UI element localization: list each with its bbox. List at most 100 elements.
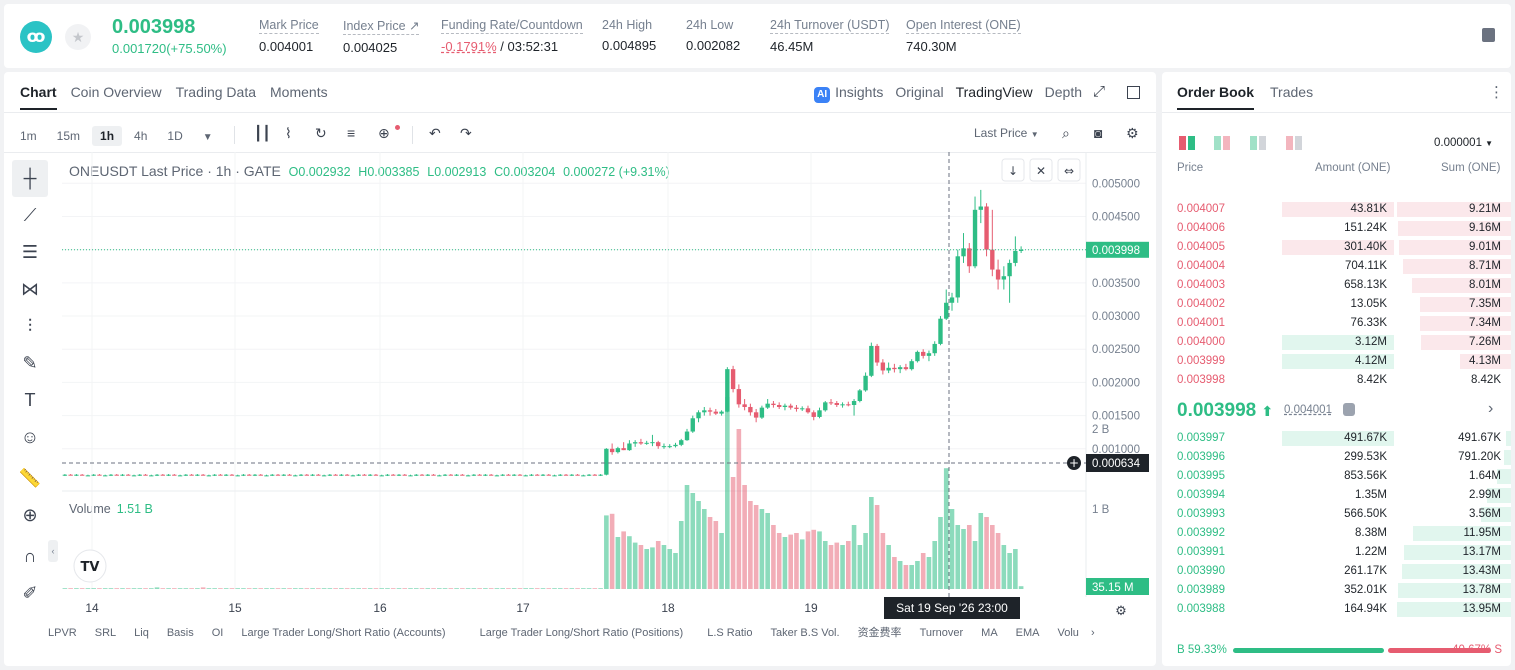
ask-row[interactable]: 0.004006 151.24K 9.16M bbox=[1162, 219, 1511, 238]
price-source-select[interactable]: Last Price ▼ bbox=[974, 126, 1039, 140]
timeframe-1h[interactable]: 1h bbox=[92, 126, 123, 146]
indicator-item[interactable]: L.S Ratio bbox=[707, 627, 753, 639]
precision-select[interactable]: 0.000001 ▼ bbox=[1434, 137, 1493, 149]
indicator-item[interactable]: MA bbox=[981, 627, 998, 639]
candle-body bbox=[316, 474, 321, 476]
zoom-tool-icon[interactable]: ⊕ bbox=[22, 505, 38, 525]
candle-type-icon[interactable]: ┃┃ bbox=[254, 125, 271, 141]
bid-row[interactable]: 0.003996 299.53K 791.20K bbox=[1162, 448, 1511, 467]
brush-tool-icon[interactable]: ✎ bbox=[22, 353, 38, 373]
fib-tool-icon[interactable]: ⫶ bbox=[27, 316, 33, 336]
ask-row[interactable]: 0.004002 13.05K 7.35M bbox=[1162, 295, 1511, 314]
tab-depth[interactable]: Depth bbox=[1044, 84, 1082, 100]
mid-price-value: 0.003998 bbox=[1177, 400, 1257, 421]
indicator-item[interactable]: LPVR bbox=[48, 627, 77, 639]
timeframe-4h[interactable]: 4h bbox=[134, 129, 148, 143]
bid-row[interactable]: 0.003994 1.35M 2.99M bbox=[1162, 486, 1511, 505]
more-menu-icon[interactable]: ⋮ bbox=[1489, 84, 1504, 101]
indicators-icon[interactable]: ⌇ bbox=[285, 125, 292, 141]
indicator-item[interactable]: Liq bbox=[134, 627, 149, 639]
scroll-right-icon[interactable]: › bbox=[1090, 627, 1095, 639]
ask-row[interactable]: 0.004000 3.12M 7.26M bbox=[1162, 333, 1511, 352]
tab-trading-data[interactable]: Trading Data bbox=[175, 84, 257, 100]
tab-order-book[interactable]: Order Book bbox=[1177, 84, 1255, 110]
candle-body bbox=[944, 302, 949, 319]
view-bids-icon[interactable] bbox=[1250, 136, 1266, 150]
timeframe-dropdown-icon[interactable]: ▼ bbox=[202, 132, 213, 143]
template-icon[interactable]: ≡ bbox=[347, 125, 356, 141]
indicator-item[interactable]: Large Trader Long/Short Ratio (Positions… bbox=[479, 627, 684, 639]
open-interest-stat[interactable]: Open Interest (ONE) 740.30M bbox=[906, 18, 1021, 54]
indicator-item[interactable]: Turnover bbox=[919, 627, 964, 639]
ask-row[interactable]: 0.004001 76.33K 7.34M bbox=[1162, 314, 1511, 333]
index-price-stat[interactable]: Index Price ↗ 0.004025 bbox=[343, 18, 420, 55]
fullscreen-icon[interactable]: ⤢ bbox=[1093, 83, 1106, 100]
bid-row[interactable]: 0.003988 164.94K 13.95M bbox=[1162, 600, 1511, 619]
candlestick-chart[interactable]: 0.0050000.0045000.0040000.0035000.003000… bbox=[4, 152, 1154, 622]
timeframe-15m[interactable]: 15m bbox=[56, 129, 81, 143]
bid-row[interactable]: 0.003995 853.56K 1.64M bbox=[1162, 467, 1511, 486]
tab-trades[interactable]: Trades bbox=[1270, 84, 1314, 100]
bid-row[interactable]: 0.003992 8.38M 11.95M bbox=[1162, 524, 1511, 543]
bid-row[interactable]: 0.003997 491.67K 491.67K bbox=[1162, 429, 1511, 448]
indicator-item[interactable]: Volu bbox=[1057, 627, 1079, 639]
indicator-item[interactable]: Large Trader Long/Short Ratio (Accounts) bbox=[241, 627, 446, 639]
text-tool-icon[interactable]: T bbox=[24, 390, 36, 410]
indicator-item[interactable]: EMA bbox=[1015, 627, 1040, 639]
replay-icon[interactable]: ↻ bbox=[315, 125, 327, 141]
redo-icon[interactable]: ↷ bbox=[460, 125, 472, 141]
undo-icon[interactable]: ↶ bbox=[429, 125, 441, 141]
ask-row[interactable]: 0.003999 4.12M 4.13M bbox=[1162, 352, 1511, 371]
indicator-item[interactable]: Taker B.S Vol. bbox=[770, 627, 840, 639]
bid-row[interactable]: 0.003990 261.17K 13.43M bbox=[1162, 562, 1511, 581]
magnet-tool-icon[interactable]: ∩ bbox=[23, 546, 37, 566]
sell-ratio-bar bbox=[1388, 648, 1491, 653]
ask-row[interactable]: 0.004007 43.81K 9.21M bbox=[1162, 200, 1511, 219]
candle-body bbox=[546, 474, 551, 476]
candle-body bbox=[483, 474, 488, 476]
view-asks-icon[interactable] bbox=[1214, 136, 1230, 150]
view-asks-only-icon[interactable] bbox=[1286, 136, 1302, 150]
volume-bar bbox=[632, 542, 638, 589]
settings-gear-icon[interactable]: ⚙ bbox=[1126, 125, 1139, 141]
ask-row[interactable]: 0.003998 8.42K 8.42K bbox=[1162, 371, 1511, 390]
mark-price-stat[interactable]: Mark Price 0.004001 bbox=[259, 18, 319, 54]
favorite-star-icon[interactable]: ★ bbox=[65, 24, 91, 50]
tab-moments[interactable]: Moments bbox=[270, 84, 328, 100]
camera-icon[interactable]: ◙ bbox=[1094, 125, 1103, 141]
timeframe-1d[interactable]: 1D bbox=[167, 129, 183, 143]
tab-tradingview[interactable]: TradingView bbox=[955, 84, 1033, 100]
chevron-right-icon[interactable]: › bbox=[1488, 400, 1494, 417]
crosshair-tool-icon[interactable]: ┼ bbox=[12, 160, 48, 197]
view-both-icon[interactable] bbox=[1179, 136, 1195, 150]
search-icon[interactable]: ⌕ bbox=[1062, 125, 1070, 141]
tab-original[interactable]: Original bbox=[895, 84, 944, 100]
collapse-toolbar-icon[interactable]: ‹ bbox=[48, 540, 58, 562]
layout-square-icon[interactable] bbox=[1127, 86, 1140, 99]
bid-row[interactable]: 0.003989 352.01K 13.78M bbox=[1162, 581, 1511, 600]
bid-row[interactable]: 0.003991 1.22M 13.17M bbox=[1162, 543, 1511, 562]
ask-row[interactable]: 0.004005 301.40K 9.01M bbox=[1162, 238, 1511, 257]
ask-row[interactable]: 0.004003 658.13K 8.01M bbox=[1162, 276, 1511, 295]
pattern-tool-icon[interactable]: ⋈ bbox=[21, 279, 39, 299]
ruler-tool-icon[interactable]: 📏 bbox=[18, 468, 42, 488]
trend-line-tool-icon[interactable]: ⟋ bbox=[23, 205, 37, 225]
tab-coin-overview[interactable]: Coin Overview bbox=[70, 84, 162, 100]
tab-insights[interactable]: Insights bbox=[835, 84, 884, 100]
timeframe-1m[interactable]: 1m bbox=[20, 129, 37, 143]
ask-row[interactable]: 0.004004 704.11K 8.71M bbox=[1162, 257, 1511, 276]
tab-chart[interactable]: Chart bbox=[20, 84, 57, 110]
indicator-item[interactable]: Basis bbox=[166, 627, 194, 639]
indicator-item[interactable]: SRL bbox=[94, 627, 117, 639]
horizontal-lines-tool-icon[interactable]: ☰ bbox=[21, 242, 39, 262]
add-indicator-icon[interactable]: ⊕ bbox=[378, 125, 390, 141]
bid-row[interactable]: 0.003993 566.50K 3.56M bbox=[1162, 505, 1511, 524]
indicator-item[interactable]: OI bbox=[211, 627, 224, 639]
funding-rate-stat[interactable]: Funding Rate/Countdown -0.1791% / 03:52:3… bbox=[441, 18, 583, 54]
emoji-tool-icon[interactable]: ☺ bbox=[20, 427, 40, 447]
pencil-lock-icon[interactable]: ✐ bbox=[22, 583, 38, 603]
turnover-stat[interactable]: 24h Turnover (USDT) 46.45M bbox=[770, 18, 890, 54]
indicator-item[interactable]: 资金费率 bbox=[857, 627, 902, 639]
guide-book-icon[interactable] bbox=[1482, 28, 1495, 42]
stat-label: 24h Low bbox=[686, 18, 734, 32]
